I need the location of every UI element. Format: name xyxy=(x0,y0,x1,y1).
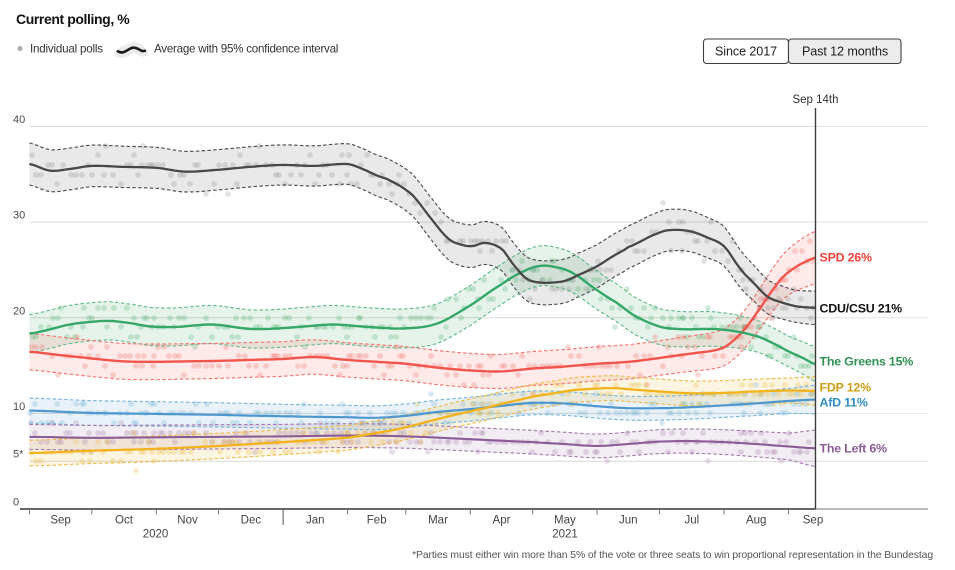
svg-text:The Greens 15%: The Greens 15% xyxy=(820,354,914,368)
svg-text:The Left 6%: The Left 6% xyxy=(820,441,888,455)
svg-text:Jul: Jul xyxy=(684,515,699,527)
svg-text:Nov: Nov xyxy=(177,515,198,527)
svg-text:Feb: Feb xyxy=(367,515,387,527)
svg-text:Jan: Jan xyxy=(306,515,325,527)
svg-text:Aug: Aug xyxy=(746,515,766,527)
svg-text:Mar: Mar xyxy=(428,515,448,527)
svg-text:Apr: Apr xyxy=(493,515,511,527)
svg-text:CDU/CSU 21%: CDU/CSU 21% xyxy=(820,301,903,315)
svg-text:Individual polls: Individual polls xyxy=(30,43,103,56)
svg-text:Current polling, %: Current polling, % xyxy=(16,11,130,27)
svg-text:AfD 11%: AfD 11% xyxy=(820,395,868,409)
svg-text:2020: 2020 xyxy=(143,529,169,541)
svg-text:Sep: Sep xyxy=(803,515,823,527)
svg-text:40: 40 xyxy=(13,114,25,126)
svg-text:30: 30 xyxy=(13,210,25,222)
svg-text:SPD 26%: SPD 26% xyxy=(820,250,873,264)
svg-text:Average with 95% confidence in: Average with 95% confidence interval xyxy=(154,43,338,56)
svg-text:20: 20 xyxy=(13,305,25,317)
svg-text:0: 0 xyxy=(13,497,19,509)
svg-text:Sep: Sep xyxy=(50,515,70,527)
svg-text:Past 12 months: Past 12 months xyxy=(802,45,888,59)
svg-text:Jun: Jun xyxy=(619,515,638,527)
svg-text:10: 10 xyxy=(13,401,25,413)
svg-text:Oct: Oct xyxy=(115,515,134,527)
svg-text:Dec: Dec xyxy=(241,515,262,527)
svg-text:Sep 14th: Sep 14th xyxy=(792,94,838,106)
svg-text:Since 2017: Since 2017 xyxy=(715,45,777,59)
svg-text:2021: 2021 xyxy=(552,529,578,541)
svg-text:FDP 12%: FDP 12% xyxy=(820,380,872,394)
svg-text:*Parties must either win more: *Parties must either win more than 5% of… xyxy=(412,550,933,561)
svg-text:May: May xyxy=(554,515,576,527)
svg-text:5*: 5* xyxy=(13,449,24,461)
